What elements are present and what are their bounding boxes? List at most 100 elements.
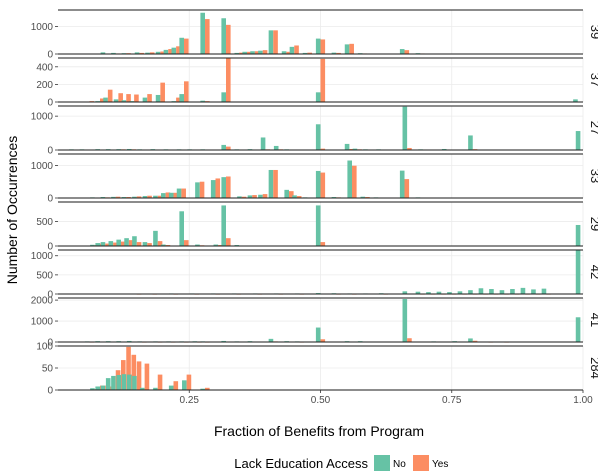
- bar-no: [457, 291, 463, 294]
- bar-yes: [215, 178, 221, 198]
- bar-yes: [472, 340, 478, 342]
- bar-yes: [296, 196, 302, 198]
- bar-yes: [184, 81, 189, 102]
- bar-no: [575, 250, 581, 294]
- bar-yes: [349, 43, 354, 54]
- y-tick-label: 1000: [31, 161, 54, 172]
- bar-yes: [165, 192, 171, 198]
- bar-yes: [320, 58, 326, 102]
- bar-no: [242, 51, 247, 54]
- bar-no: [575, 131, 581, 150]
- bar-no: [116, 239, 121, 246]
- x-axis: 0.25 0.50 0.75 1.00: [180, 390, 593, 406]
- bar-no: [468, 290, 473, 294]
- bar-no: [171, 47, 177, 54]
- bar-yes: [205, 19, 210, 54]
- x-tick-label: 0.50: [311, 395, 331, 406]
- bar-no: [289, 46, 295, 54]
- bar-no: [531, 289, 536, 294]
- bar-no: [100, 52, 106, 54]
- bar-no: [260, 137, 266, 150]
- y-tick-label: 0: [47, 242, 53, 253]
- bar-no: [575, 317, 581, 342]
- legend-swatch-yes: [413, 455, 429, 471]
- bar-no: [402, 299, 408, 342]
- bar-no: [168, 192, 174, 198]
- x-tick-label: 0.75: [442, 395, 462, 406]
- y-tick-label: 0: [47, 290, 53, 301]
- bar-yes: [168, 49, 173, 54]
- bar-no: [108, 241, 114, 246]
- bar-no: [161, 193, 166, 198]
- bar-no: [95, 386, 100, 390]
- bar-yes: [121, 241, 126, 246]
- bar-no: [161, 244, 166, 246]
- bar-yes: [157, 241, 163, 246]
- bar-yes: [254, 51, 260, 54]
- bar-no: [399, 170, 405, 198]
- bar-yes: [320, 148, 326, 150]
- bar-no: [100, 385, 106, 390]
- bar-yes: [407, 147, 412, 150]
- bar-no: [489, 289, 494, 294]
- bar-no: [100, 242, 106, 246]
- bar-no: [315, 327, 321, 342]
- facet-panel: 0 500 1000 42: [31, 249, 598, 301]
- bar-no: [360, 196, 366, 198]
- bar-yes: [105, 243, 110, 246]
- bar-no: [153, 387, 158, 390]
- bar-no: [415, 291, 421, 294]
- bar-no: [520, 287, 526, 294]
- strip-label: 42: [588, 265, 598, 279]
- bar-no: [331, 52, 337, 54]
- bar-no: [478, 288, 484, 294]
- y-tick-label: 0: [47, 194, 53, 205]
- legend-swatch-no: [374, 455, 390, 471]
- bar-no: [140, 387, 145, 390]
- bar-no: [116, 375, 121, 390]
- bar-no: [268, 338, 274, 342]
- bar-no: [344, 143, 350, 150]
- legend-label-no: No: [393, 459, 406, 470]
- bar-no: [200, 100, 205, 102]
- y-tick-label: 0: [47, 98, 53, 109]
- y-tick-label: 0: [47, 50, 53, 61]
- facet-panel: 0 200 400 37: [36, 57, 598, 109]
- bar-no: [126, 340, 132, 342]
- strip-label: 39: [588, 25, 598, 39]
- bar-no: [575, 224, 581, 246]
- bar-yes: [349, 148, 354, 150]
- bar-no: [302, 52, 308, 54]
- bar-no: [315, 170, 321, 198]
- y-tick-label: 50: [42, 364, 54, 375]
- bar-no: [176, 188, 182, 198]
- bar-yes: [147, 195, 152, 198]
- bar-no: [142, 97, 148, 102]
- bar-no: [510, 289, 515, 294]
- bar-yes: [262, 194, 268, 198]
- bar-no: [145, 52, 150, 54]
- bar-yes: [320, 339, 326, 342]
- bar-no: [155, 94, 161, 102]
- bar-no: [268, 169, 274, 198]
- bar-no: [573, 99, 578, 102]
- bar-yes: [176, 46, 181, 54]
- facet-panel: 0 500 29: [36, 201, 598, 253]
- bar-no: [179, 211, 184, 246]
- bar-yes: [149, 52, 155, 54]
- y-tick-label: 1000: [31, 317, 54, 328]
- bar-no: [90, 244, 95, 246]
- bar-yes: [273, 169, 278, 198]
- bar-no: [281, 51, 287, 54]
- bar-no: [399, 49, 405, 54]
- bar-no: [315, 38, 321, 54]
- bar-no: [250, 51, 255, 54]
- bar-yes: [184, 240, 189, 246]
- bar-no: [315, 124, 321, 150]
- bar-yes: [113, 242, 118, 246]
- bar-yes: [226, 146, 231, 150]
- bar-no: [113, 99, 119, 102]
- bar-yes: [307, 52, 312, 54]
